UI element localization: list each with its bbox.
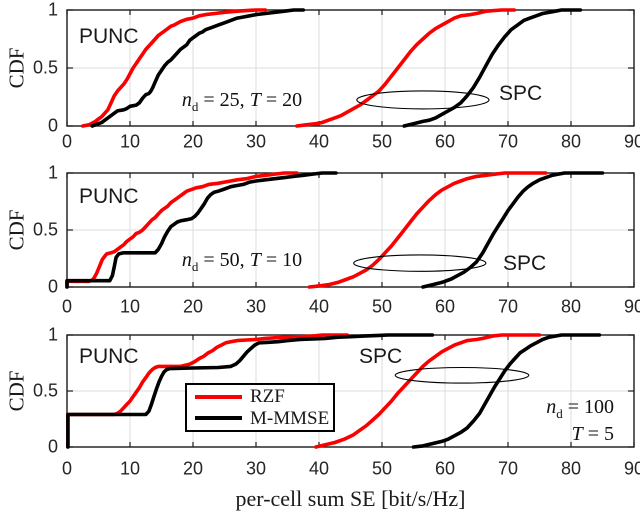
- x-tick-label: 10: [119, 458, 141, 479]
- spc-label-subplot1: SPC: [499, 82, 543, 105]
- x-tick-label: 60: [434, 296, 456, 317]
- x-tick-label: 40: [308, 131, 330, 152]
- x-tick-label: 30: [245, 296, 267, 317]
- x-tick-label: 20: [182, 131, 204, 152]
- params-annotation-subplot3: nd = 100 T = 5: [546, 396, 614, 445]
- params-annotation-subplot2: nd = 50, T = 10: [181, 249, 303, 275]
- subplot-2: [65, 171, 635, 289]
- x-tick-label: 60: [434, 458, 456, 479]
- curve-mmse-punc-subplot3: [66, 333, 435, 449]
- mmse-line-sample: [195, 416, 242, 421]
- x-tick-label: 70: [497, 131, 519, 152]
- punc-label-subplot2: PUNC: [79, 185, 139, 208]
- x-tick-label: 0: [61, 131, 73, 152]
- x-tick-label: 90: [623, 131, 640, 152]
- params-annotation-subplot1: nd = 25, T = 20: [181, 89, 303, 115]
- x-tick-label: 50: [371, 131, 393, 152]
- x-tick-label: 20: [182, 296, 204, 317]
- legend-entry-rzf: RZF: [187, 387, 333, 407]
- curve-rzf-spc-subplot1: [295, 8, 517, 128]
- spc-label-subplot3: SPC: [359, 345, 403, 368]
- x-tick-label: 0: [61, 296, 73, 317]
- curve-mmse-spc-subplot1: [402, 8, 583, 128]
- legend-label-mmse: M-MMSE: [250, 407, 330, 429]
- punc-label-subplot1: PUNC: [79, 25, 139, 48]
- curve-rzf-spc-subplot3: [314, 333, 542, 449]
- spc-label-subplot2: SPC: [503, 252, 547, 275]
- curve-mmse-spc-subplot2: [421, 171, 605, 289]
- x-tick-label: 80: [560, 458, 582, 479]
- punc-label-subplot3: PUNC: [79, 345, 139, 368]
- legend: RZF M-MMSE: [185, 383, 335, 432]
- y-axis-label-middle: CDF: [4, 209, 29, 251]
- spc-callout-ellipse: [353, 254, 487, 272]
- curve-rzf-spc-subplot2: [307, 171, 548, 289]
- curve-rzf-punc-subplot1: [81, 8, 268, 128]
- curve-mmse-spc-subplot3: [411, 333, 602, 449]
- x-tick-label: 60: [434, 131, 456, 152]
- y-tick-label: 1: [47, 0, 58, 20]
- x-tick-label: 50: [371, 458, 393, 479]
- x-tick-label: 40: [308, 296, 330, 317]
- legend-label-rzf: RZF: [250, 386, 285, 408]
- x-tick-label: 70: [497, 296, 519, 317]
- y-tick-label: 0: [47, 276, 58, 297]
- spc-callout-ellipse: [356, 90, 490, 110]
- legend-entry-mmse: M-MMSE: [187, 408, 333, 428]
- curve-rzf-punc-subplot2: [65, 171, 299, 289]
- curve-mmse-punc-subplot2: [65, 171, 338, 289]
- y-tick-label: 0.5: [32, 380, 58, 401]
- y-tick-label: 0: [47, 436, 58, 457]
- x-tick-label: 80: [560, 131, 582, 152]
- y-tick-label: 0.5: [32, 219, 58, 240]
- x-tick-label: 90: [623, 296, 640, 317]
- curve-rzf-punc-subplot3: [66, 333, 350, 449]
- curve-mmse-punc-subplot1: [90, 8, 306, 128]
- y-axis-label-bottom: CDF: [4, 370, 29, 412]
- x-tick-label: 10: [119, 296, 141, 317]
- x-tick-label: 40: [308, 458, 330, 479]
- y-axis-label-top: CDF: [4, 47, 29, 89]
- y-tick-label: 0.5: [32, 57, 58, 78]
- x-tick-label: 20: [182, 458, 204, 479]
- subplot-3: [66, 333, 635, 449]
- x-tick-label: 70: [497, 458, 519, 479]
- x-tick-label: 30: [245, 458, 267, 479]
- x-tick-label: 0: [61, 458, 73, 479]
- x-axis-label: per-cell sum SE [bit/s/Hz]: [235, 486, 466, 511]
- y-tick-label: 1: [47, 324, 58, 345]
- x-tick-label: 50: [371, 296, 393, 317]
- spc-callout-ellipse: [394, 366, 530, 384]
- rzf-line-sample: [195, 394, 242, 399]
- y-tick-label: 0: [47, 115, 58, 136]
- x-tick-label: 80: [560, 296, 582, 317]
- x-tick-label: 10: [119, 131, 141, 152]
- x-tick-label: 90: [623, 458, 640, 479]
- y-tick-label: 1: [47, 162, 58, 183]
- subplot-1: [66, 8, 635, 128]
- x-tick-label: 30: [245, 131, 267, 152]
